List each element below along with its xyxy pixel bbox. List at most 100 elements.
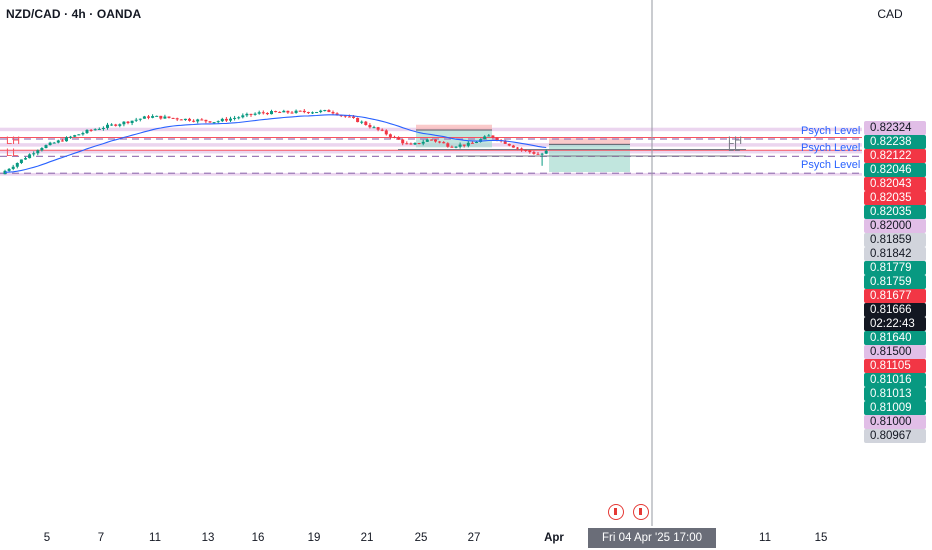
candle-body [167, 116, 171, 118]
candle-body [343, 115, 347, 117]
candle-body [503, 140, 507, 144]
candle-body [249, 113, 253, 115]
price-badge: 0.80967 [864, 428, 926, 443]
candle-body [77, 134, 81, 136]
candle-body [536, 153, 540, 155]
candle-body [212, 122, 216, 124]
candle-body [507, 143, 511, 146]
candle-body [245, 113, 249, 116]
candle-body [101, 127, 105, 129]
candle-body [130, 120, 134, 124]
candle-body [65, 137, 68, 142]
candle-body [331, 112, 335, 114]
candle-body [175, 118, 179, 120]
price-badge: 0.82035 [864, 204, 926, 219]
candle-body [487, 135, 491, 137]
candle-body [15, 162, 19, 167]
candle-body [528, 150, 532, 153]
chart-canvas[interactable] [0, 0, 862, 526]
price-axis[interactable]: CAD 0.814000.813000.81200 0.823240.82238… [862, 0, 932, 526]
supply-demand-zone [0, 150, 862, 154]
candle-body [347, 116, 351, 118]
price-badge: 0.81842 [864, 246, 926, 261]
position-stop-area [416, 124, 492, 130]
candle-body [28, 154, 32, 159]
candle-body [413, 143, 417, 145]
time-tick-label: 11 [759, 532, 771, 544]
swing-mark-label: LL [728, 142, 741, 155]
candle-body [241, 115, 245, 118]
candle-body [327, 110, 331, 113]
price-badge: 0.81105 [864, 358, 926, 373]
candle-body [147, 116, 150, 118]
candle-body [19, 159, 23, 163]
candle-body [417, 143, 421, 145]
candle-body [118, 124, 122, 126]
candle-body [253, 113, 257, 115]
price-badge: 0.82043 [864, 176, 926, 191]
candle-body [188, 118, 191, 121]
candle-body [159, 115, 163, 119]
candle-body [286, 110, 290, 113]
candle-body [163, 116, 167, 119]
moving-average-line [4, 114, 547, 173]
candle-body [364, 121, 368, 125]
candle-body [44, 145, 48, 149]
candle-body [540, 153, 544, 155]
candle-body [372, 127, 376, 129]
price-badge: 0.82000 [864, 218, 926, 233]
candle-body [425, 139, 429, 142]
candle-body [397, 137, 401, 140]
price-badge: 0.82324 [864, 120, 926, 135]
candle-body [171, 117, 175, 119]
crosshair-time-label: Fri 04 Apr '25 17:00 [588, 528, 716, 548]
candle-body [290, 112, 294, 114]
candle-body [470, 142, 474, 144]
candle-body [32, 153, 36, 155]
candle-body [138, 118, 142, 120]
candle-body [462, 144, 466, 146]
candle-body [208, 121, 212, 123]
candle-body [261, 112, 265, 114]
candle-body [11, 166, 15, 169]
candle-body [183, 118, 187, 121]
psych-level-label: Psych Level [801, 159, 861, 172]
psych-level-label: Psych Level [801, 142, 861, 155]
candle-body [294, 110, 298, 113]
psych-level-label: Psych Level [801, 125, 861, 137]
candle-body [192, 120, 196, 122]
candle-body [438, 141, 442, 143]
candle-body [224, 118, 228, 121]
currency-label[interactable]: CAD [877, 7, 903, 21]
chart-area[interactable]: NZD/CAD · 4h · OANDA Psych Level Psych Le… [0, 0, 862, 526]
price-badge: 0.81000 [864, 414, 926, 429]
price-badge: 0.81500 [864, 344, 926, 359]
candle-body [40, 148, 44, 151]
candle-body [97, 128, 101, 130]
supply-demand-zone [0, 172, 862, 176]
candle-body [69, 136, 73, 138]
time-axis[interactable]: 5 7 11 13 16 19 21 25 27 Apr 11 15 Fri 04 Apr '25 1… [0, 526, 862, 550]
candle-body [520, 148, 524, 150]
candle-body [142, 116, 146, 119]
candle-body [151, 116, 155, 118]
candle-body [89, 129, 93, 131]
price-badge: 0.81759 [864, 274, 926, 289]
canada-flag-event-icon[interactable] [608, 504, 624, 520]
time-tick-label: 27 [467, 532, 481, 544]
price-badge: 0.81009 [864, 400, 926, 415]
candle-body [495, 137, 499, 141]
candle-body [319, 110, 323, 113]
candle-body [368, 124, 372, 128]
candle-body [155, 115, 159, 117]
symbol-title[interactable]: NZD/CAD · 4h · OANDA [6, 7, 142, 21]
candle-body [511, 145, 515, 148]
structure-line-label: LL [6, 147, 19, 160]
candle-body [24, 158, 27, 160]
time-tick-label: 21 [360, 532, 374, 544]
canada-flag-event-icon[interactable] [633, 504, 649, 520]
candle-body [409, 143, 413, 145]
price-badge: 0.81640 [864, 330, 926, 345]
candle-body [454, 146, 458, 148]
time-tick-label: 7 [97, 532, 105, 544]
